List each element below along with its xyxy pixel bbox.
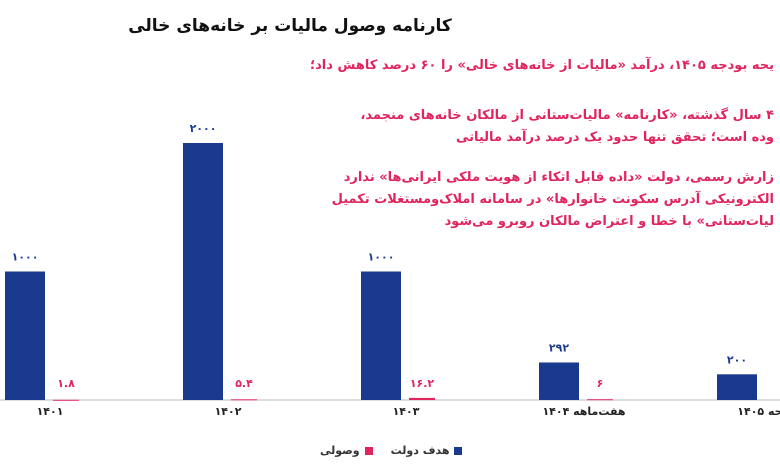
data-label: ۱.۸: [57, 377, 75, 390]
legend-swatch: [364, 447, 373, 455]
legend-label: هدف دولت: [390, 444, 450, 457]
annotation: زارش رسمی، دولت «داده قابل اتکاء از هویت…: [343, 170, 774, 185]
legend-item: هدف دولت: [391, 444, 463, 457]
bar: [539, 362, 579, 400]
legend-item: وصولی: [320, 444, 373, 457]
x-tick-label: یحه ۱۴۰۵: [737, 405, 780, 418]
x-tick-label: ۱۴۰۲: [215, 405, 242, 418]
data-label: ۵.۴: [235, 377, 253, 390]
x-tick-label: هفت‌ماهه ۱۴۰۴: [542, 405, 625, 418]
data-label: ۱۶.۲: [410, 377, 435, 390]
data-label: ۲۹۲: [549, 341, 569, 354]
data-label: ۲۰۰: [727, 353, 747, 366]
legend-label: وصولی: [320, 444, 360, 457]
annotation: یحه بودجه ۱۴۰۵، درآمد «مالیات از خانه‌ها…: [309, 58, 774, 73]
chart-title: کارنامه وصول مالیات بر خانه‌های خالی: [128, 16, 452, 36]
bar: [587, 399, 613, 401]
annotation: لیات‌ستانی» با خطا و اعتراض مالکان روبرو…: [444, 214, 774, 229]
legend-swatch: [454, 447, 463, 455]
data-label: ۲۰۰۰: [190, 122, 217, 135]
data-label: ۶: [597, 377, 604, 390]
bar: [5, 271, 45, 400]
bar: [53, 399, 79, 401]
x-tick-label: ۱۴۰۳: [393, 405, 420, 418]
bar: [361, 271, 401, 400]
legend: هدف دولت وصولی: [320, 444, 463, 457]
bar: [231, 399, 257, 401]
annotation: الکترونیکی آدرس سکونت خانوارها» در سامان…: [331, 192, 774, 207]
bar: [717, 374, 757, 400]
data-label: ۱۰۰۰: [12, 251, 39, 264]
annotation: وده است؛ تحقق تنها حدود یک درصد درآمد ما…: [455, 130, 774, 145]
annotation: ۴ سال گذشته، «کارنامه» مالیات‌ستانی از م…: [360, 108, 774, 123]
data-label: ۱۰۰۰: [368, 251, 395, 264]
bar: [183, 143, 223, 400]
x-tick-label: ۱۴۰۱: [37, 405, 64, 418]
bar: [409, 397, 435, 400]
